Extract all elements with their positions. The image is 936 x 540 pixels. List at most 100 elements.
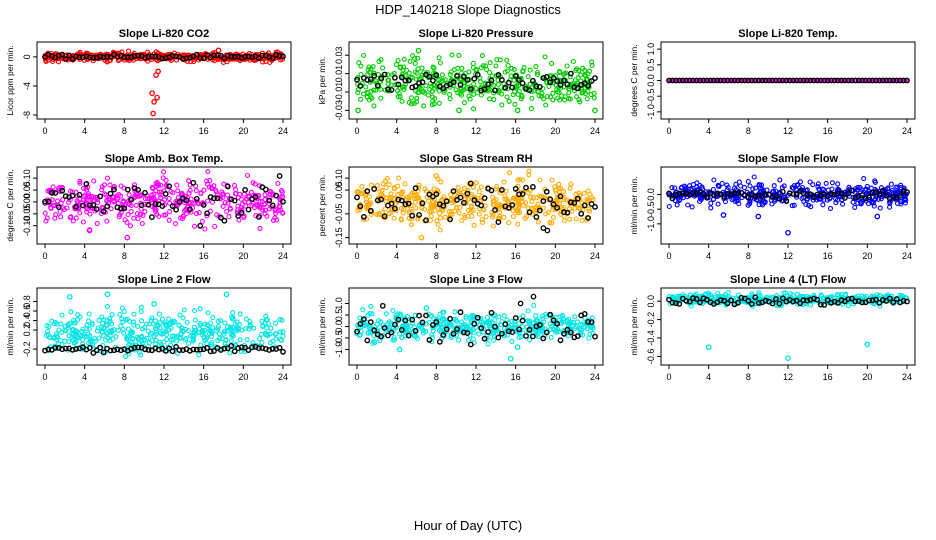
data-point [513,196,519,202]
data-point [731,185,738,191]
data-point [842,77,848,84]
data-point [510,92,516,98]
data-point [140,212,146,219]
data-point [214,328,220,334]
data-point [235,325,241,332]
data-point [582,72,588,78]
data-point [124,186,131,193]
data-point [704,77,710,84]
data-point [749,291,755,297]
data-point [58,214,64,220]
data-point [378,86,384,92]
data-point [246,51,252,57]
data-point [179,328,185,334]
data-point [490,223,496,229]
x-tick-label: 24 [278,126,288,136]
data-point [550,90,556,96]
y-tick-label: 0 [22,54,32,59]
data-point [502,196,508,202]
data-point [230,316,236,322]
data-point [804,192,810,198]
data-point [388,191,394,197]
y-tick-label: 0.2 [22,324,32,337]
data-point [202,226,208,232]
data-point [241,214,247,220]
data-point [439,316,445,322]
data-point [108,206,114,212]
data-point [516,77,522,84]
data-point [125,212,131,218]
data-point [131,322,137,328]
y-axis-label: Licor ppm per min. [5,45,15,115]
data-point [204,178,210,184]
data-point [471,320,478,327]
data-point [480,219,486,225]
data-point [814,197,820,203]
data-point [456,52,462,58]
data-point [697,77,703,84]
data-point [835,299,841,306]
data-point [836,292,842,298]
data-point [461,212,468,219]
data-point [786,190,793,197]
data-point [218,317,224,324]
data-point [484,314,490,320]
data-point [173,206,180,213]
data-point [395,196,402,203]
data-point [272,331,278,337]
data-point [690,77,696,84]
data-point [412,327,419,334]
data-point [134,211,140,217]
data-point [669,299,676,306]
data-point [364,188,371,195]
data-point [148,214,155,221]
data-point [543,102,549,108]
data-point [436,100,442,106]
data-point [483,214,489,220]
data-point [50,184,56,190]
data-point [542,54,548,60]
data-point [390,307,396,314]
data-point [898,198,904,204]
data-point [384,325,390,331]
x-tick-label: 4 [706,126,711,136]
data-point [554,320,560,327]
data-point [478,325,485,331]
data-point [223,337,229,343]
data-point [553,314,559,320]
y-tick-label: -0.01 [334,82,344,103]
data-point [111,198,117,204]
data-point [204,344,211,351]
data-point [814,77,821,84]
data-point [371,70,377,76]
data-point [437,60,443,66]
data-point [824,297,831,303]
data-point [74,198,80,204]
data-point [900,188,907,195]
data-point [86,311,92,317]
data-point [440,202,447,209]
data-point [421,103,427,109]
data-point [505,62,511,69]
data-point [183,335,189,341]
data-point [379,302,386,309]
data-point [493,197,499,203]
data-point [473,180,479,186]
data-point [161,169,167,175]
data-point [525,318,531,324]
data-point [55,204,62,211]
data-point [547,321,553,327]
data-point [738,189,745,196]
data-point [176,199,183,205]
x-tick-label: 12 [159,126,169,136]
data-point [897,193,903,199]
data-point [710,77,717,84]
data-point [59,51,66,58]
data-point [80,202,86,209]
data-point [404,194,410,200]
data-point [419,79,426,86]
data-point [416,182,422,188]
data-point [227,206,233,212]
data-point [66,199,72,205]
